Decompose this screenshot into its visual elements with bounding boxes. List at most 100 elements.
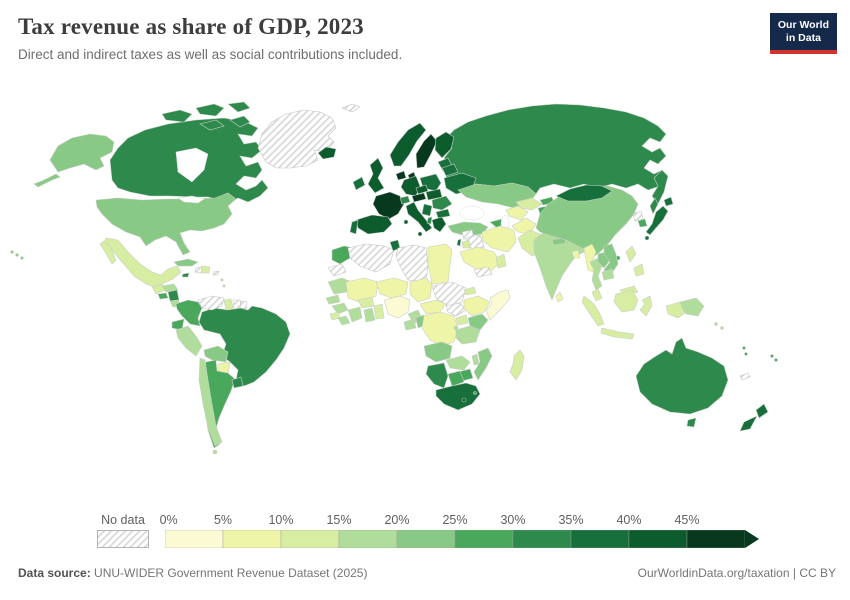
country-vanuatu[interactable] [744, 352, 748, 356]
country-gabon[interactable] [403, 318, 417, 331]
country-japan[interactable] [645, 205, 669, 236]
country-guinea[interactable] [331, 302, 349, 315]
country-papua-new-guinea[interactable] [679, 297, 705, 317]
country-venezuela[interactable] [197, 295, 225, 311]
country-cuba[interactable] [173, 258, 199, 267]
legend-bin-45-plus[interactable] [686, 529, 746, 549]
owid-logo[interactable]: Our World in Data [769, 13, 837, 55]
country-indonesia-java[interactable] [600, 327, 635, 340]
legend-bin-40-45[interactable] [628, 529, 688, 549]
country-greenland[interactable] [257, 109, 337, 169]
legend-bin-10-15[interactable] [280, 529, 340, 549]
country-madagascar[interactable] [509, 349, 525, 381]
country-iran[interactable] [481, 225, 517, 253]
country-mozambique[interactable] [473, 347, 493, 381]
country-oman[interactable] [495, 253, 507, 269]
country-libya[interactable] [395, 244, 429, 283]
country-liberia[interactable] [337, 315, 351, 326]
country-south-korea[interactable] [637, 218, 648, 228]
country-indonesia-west-papua[interactable] [665, 301, 687, 319]
legend-bin-15-20[interactable] [338, 529, 398, 549]
country-honduras[interactable] [161, 283, 179, 293]
country-uganda[interactable] [455, 314, 469, 326]
legend-bin-5-10[interactable] [222, 529, 282, 549]
country-sudan[interactable] [431, 281, 467, 307]
country-turkmenistan[interactable] [505, 205, 529, 221]
country-peru[interactable] [175, 325, 203, 357]
country-iceland[interactable] [317, 146, 337, 160]
country-france[interactable] [372, 191, 405, 220]
country-ghana[interactable] [363, 307, 376, 323]
country-south-sudan[interactable] [445, 302, 467, 317]
country-indonesia-borneo[interactable] [613, 289, 639, 313]
country-austria[interactable] [411, 192, 427, 203]
country-chile[interactable] [198, 357, 223, 447]
legend-bin-25-30[interactable] [454, 529, 514, 549]
country-eritrea[interactable] [463, 286, 477, 296]
legend-no-data[interactable]: No data [97, 513, 149, 553]
country-indonesia-sumatra[interactable] [581, 295, 605, 327]
country-new-caledonia[interactable] [739, 372, 751, 381]
country-brazil[interactable] [198, 305, 291, 387]
country-mali[interactable] [345, 277, 379, 303]
country-usa-hawaii[interactable] [20, 256, 24, 260]
country-mongolia[interactable] [555, 184, 613, 202]
country-usa-alaska[interactable] [49, 133, 115, 173]
country-jordan[interactable] [461, 239, 471, 249]
country-algeria[interactable] [347, 243, 395, 273]
country-svalbard[interactable] [341, 103, 361, 113]
country-chad[interactable] [409, 277, 433, 303]
country-central-african-republic[interactable] [419, 299, 447, 315]
country-usa-hawaii[interactable] [10, 250, 14, 254]
country-usa[interactable] [95, 192, 237, 256]
country-zambia[interactable] [445, 355, 471, 371]
country-russia-sakhalin[interactable] [649, 197, 659, 215]
country-turkey[interactable] [447, 221, 489, 237]
country-germany[interactable] [400, 175, 421, 197]
country-sri-lanka[interactable] [555, 291, 564, 303]
country-eswatini[interactable] [473, 391, 477, 395]
country-new-zealand-north[interactable] [755, 403, 769, 419]
country-solomon-islands[interactable] [720, 326, 724, 330]
country-romania[interactable] [431, 195, 453, 211]
country-malawi[interactable] [471, 353, 480, 366]
country-angola[interactable] [423, 341, 453, 363]
country-czechia[interactable] [415, 184, 429, 195]
country-kenya[interactable] [467, 313, 489, 331]
country-australia[interactable] [635, 337, 729, 415]
country-belarus[interactable] [441, 163, 459, 177]
country-bangladesh[interactable] [571, 249, 581, 259]
country-saudi-arabia[interactable] [459, 246, 501, 273]
country-usa-aleutians[interactable] [33, 173, 61, 188]
country-israel[interactable] [456, 238, 462, 247]
country-ivory-coast[interactable] [347, 306, 363, 323]
country-albania[interactable] [426, 216, 433, 225]
country-uzbekistan[interactable] [515, 197, 543, 211]
country-italy[interactable] [405, 201, 433, 233]
country-cambodia[interactable] [601, 268, 615, 281]
country-australia-tasmania[interactable] [686, 417, 697, 428]
country-western-sahara[interactable] [327, 263, 347, 277]
country-jamaica[interactable] [181, 272, 190, 278]
country-tanzania[interactable] [455, 325, 481, 345]
legend-bin-35-40[interactable] [570, 529, 630, 549]
country-norway[interactable] [389, 122, 427, 167]
country-spain[interactable] [355, 214, 393, 235]
country-greece[interactable] [431, 216, 447, 233]
country-ethiopia[interactable] [463, 295, 491, 317]
country-lesser-antilles[interactable] [222, 284, 226, 288]
country-french-guiana[interactable] [239, 300, 248, 310]
country-iraq[interactable] [465, 234, 485, 250]
country-senegal[interactable] [325, 294, 341, 305]
country-benelux[interactable] [395, 170, 407, 181]
country-yemen[interactable] [473, 266, 493, 278]
country-bulgaria[interactable] [435, 208, 451, 219]
footer-link[interactable]: OurWorldinData.org/taxation [637, 566, 790, 580]
country-canada-arctic-island[interactable] [161, 109, 193, 123]
country-bolivia[interactable] [203, 345, 229, 363]
country-philippines-mindanao[interactable] [633, 263, 645, 277]
country-new-zealand-south[interactable] [739, 415, 758, 432]
country-puerto-rico[interactable] [212, 270, 220, 276]
country-japan-kyushu[interactable] [644, 235, 650, 241]
country-botswana[interactable] [447, 370, 465, 387]
